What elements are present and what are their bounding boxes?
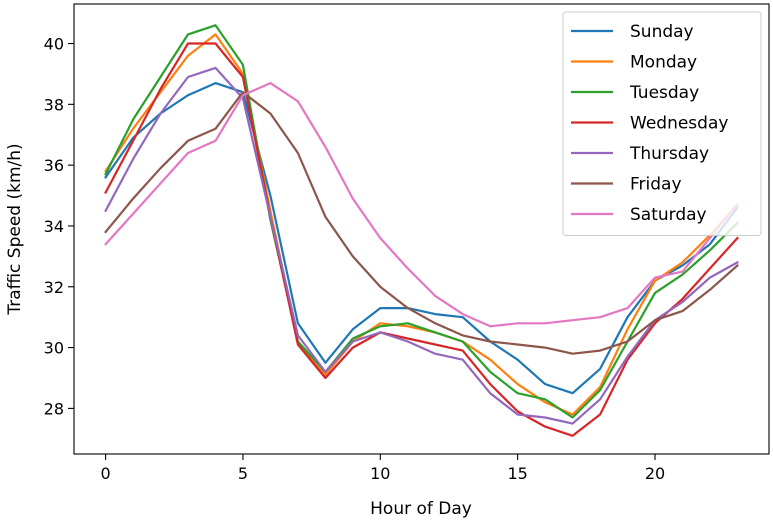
series-line-monday: [104, 33, 739, 416]
legend-label-monday: Monday: [630, 53, 697, 73]
x-tick-label: 0: [100, 464, 110, 483]
legend-label-sunday: Sunday: [630, 22, 694, 42]
legend: Sunday Monday Tuesday Wednesday Thursday Frid…: [562, 11, 762, 236]
legend-label-thursday: Thursday: [629, 144, 709, 164]
legend-label-saturday: Saturday: [630, 205, 707, 225]
series-line-tuesday: [104, 24, 739, 419]
y-tick-label: 32: [44, 278, 64, 297]
series-line-wednesday: [104, 42, 739, 437]
plot-area-frame: [73, 3, 770, 455]
series-line-sunday: [104, 81, 739, 395]
series-layer: [104, 24, 739, 437]
y-tick-label: 36: [44, 156, 64, 175]
y-tick-label: 40: [44, 35, 64, 54]
legend-box: [562, 11, 762, 236]
legend-label-wednesday: Wednesday: [630, 114, 728, 134]
y-axis-label: Traffic Speed (km/h): [5, 143, 25, 315]
series-line-thursday: [104, 66, 739, 425]
legend-label-tuesday: Tuesday: [629, 83, 699, 103]
x-tick-label: 10: [370, 464, 390, 483]
x-axis-label: Hour of Day: [370, 499, 472, 519]
y-tick-label: 34: [44, 217, 64, 236]
x-tick-label: 15: [507, 464, 527, 483]
y-axis: 28 30 32 34 36 38 40: [44, 35, 74, 418]
y-tick-label: 38: [44, 95, 64, 114]
series-line-saturday: [104, 81, 739, 328]
series-line-friday: [104, 91, 739, 355]
y-tick-label: 28: [44, 399, 64, 418]
x-tick-label: 5: [238, 464, 248, 483]
legend-label-friday: Friday: [630, 175, 682, 195]
x-tick-label: 20: [645, 464, 665, 483]
x-axis: 0 5 10 15 20: [100, 454, 665, 483]
y-tick-label: 30: [44, 339, 64, 358]
